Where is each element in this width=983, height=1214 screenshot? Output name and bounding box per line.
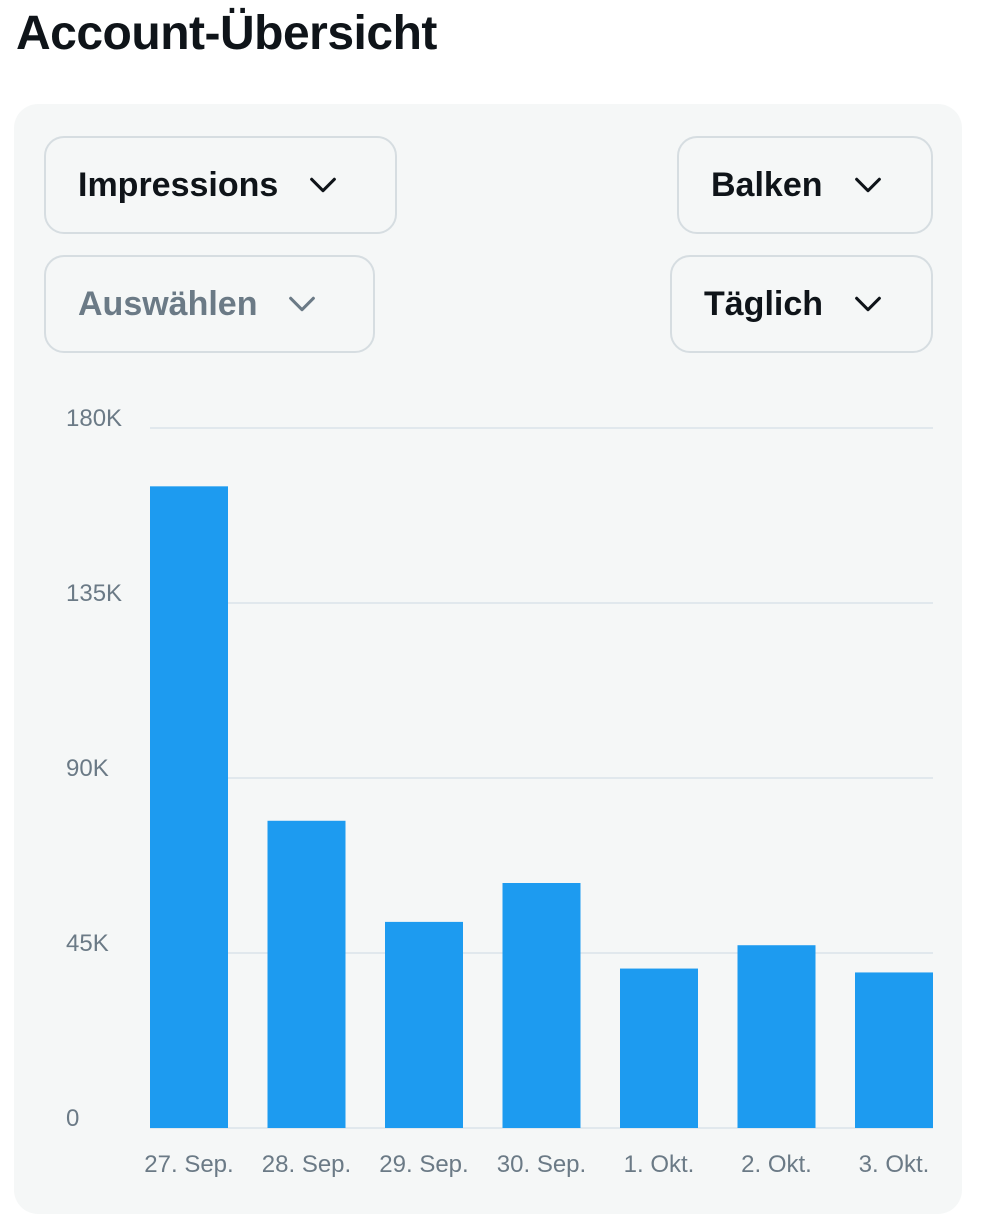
metric-dropdown-label: Impressions [78, 165, 279, 204]
compare-dropdown-label: Auswählen [78, 284, 258, 323]
x-tick-label: 29. Sep. [379, 1151, 468, 1178]
bar[interactable] [150, 486, 228, 1128]
bar[interactable] [267, 820, 346, 1128]
y-tick-label: 180K [66, 405, 122, 432]
x-tick-label: 27. Sep. [144, 1151, 233, 1178]
interval-dropdown-label: Täglich [704, 284, 824, 323]
chevron-down-icon [289, 296, 316, 312]
y-tick-label: 45K [66, 930, 109, 957]
metric-dropdown[interactable]: Impressions [44, 136, 397, 234]
bar[interactable] [502, 883, 581, 1128]
x-tick-label: 3. Okt. [859, 1151, 930, 1178]
y-tick-label: 90K [66, 755, 109, 782]
x-tick-label: 28. Sep. [262, 1151, 351, 1178]
interval-dropdown[interactable]: Täglich [670, 255, 933, 353]
chevron-down-icon [855, 296, 881, 312]
x-tick-label: 30. Sep. [497, 1151, 586, 1178]
bar[interactable] [620, 968, 698, 1128]
chevron-down-icon [310, 177, 337, 193]
account-overview-card: Impressions Auswählen Balken Täglich 0 45… [14, 104, 962, 1214]
chart-type-dropdown-label: Balken [711, 165, 823, 204]
bar[interactable] [855, 972, 933, 1128]
bar[interactable] [385, 921, 463, 1128]
y-tick-label: 135K [66, 580, 122, 607]
impressions-bar-chart: 0 45K 90K 135K 180K 27. Sep. 28. Sep. 29. Sep. 3… [66, 405, 933, 1178]
chevron-down-icon [854, 177, 881, 193]
bar[interactable] [737, 945, 816, 1128]
page-title: Account-Übersicht [16, 7, 437, 60]
x-tick-label: 1. Okt. [624, 1151, 695, 1178]
compare-dropdown[interactable]: Auswählen [44, 255, 375, 353]
x-tick-label: 2. Okt. [741, 1151, 812, 1178]
y-tick-label: 0 [66, 1105, 79, 1132]
chart-type-dropdown[interactable]: Balken [677, 136, 933, 234]
